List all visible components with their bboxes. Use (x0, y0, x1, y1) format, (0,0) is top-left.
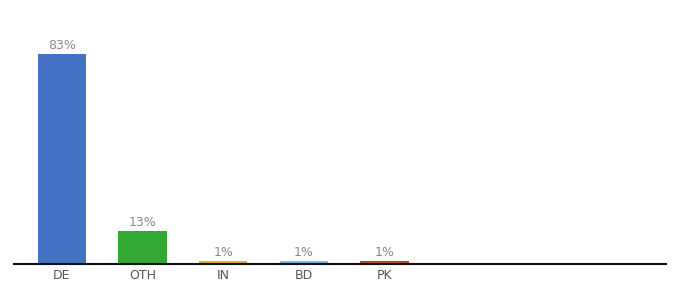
Text: 1%: 1% (294, 246, 313, 259)
Text: 1%: 1% (375, 246, 394, 259)
Bar (38, 54, 86, 264)
Bar (199, 262, 248, 264)
Bar (360, 262, 409, 264)
Text: 13%: 13% (129, 216, 156, 229)
Text: 1%: 1% (214, 246, 233, 259)
Bar (279, 262, 328, 264)
Text: 83%: 83% (48, 39, 76, 52)
Bar (118, 231, 167, 264)
